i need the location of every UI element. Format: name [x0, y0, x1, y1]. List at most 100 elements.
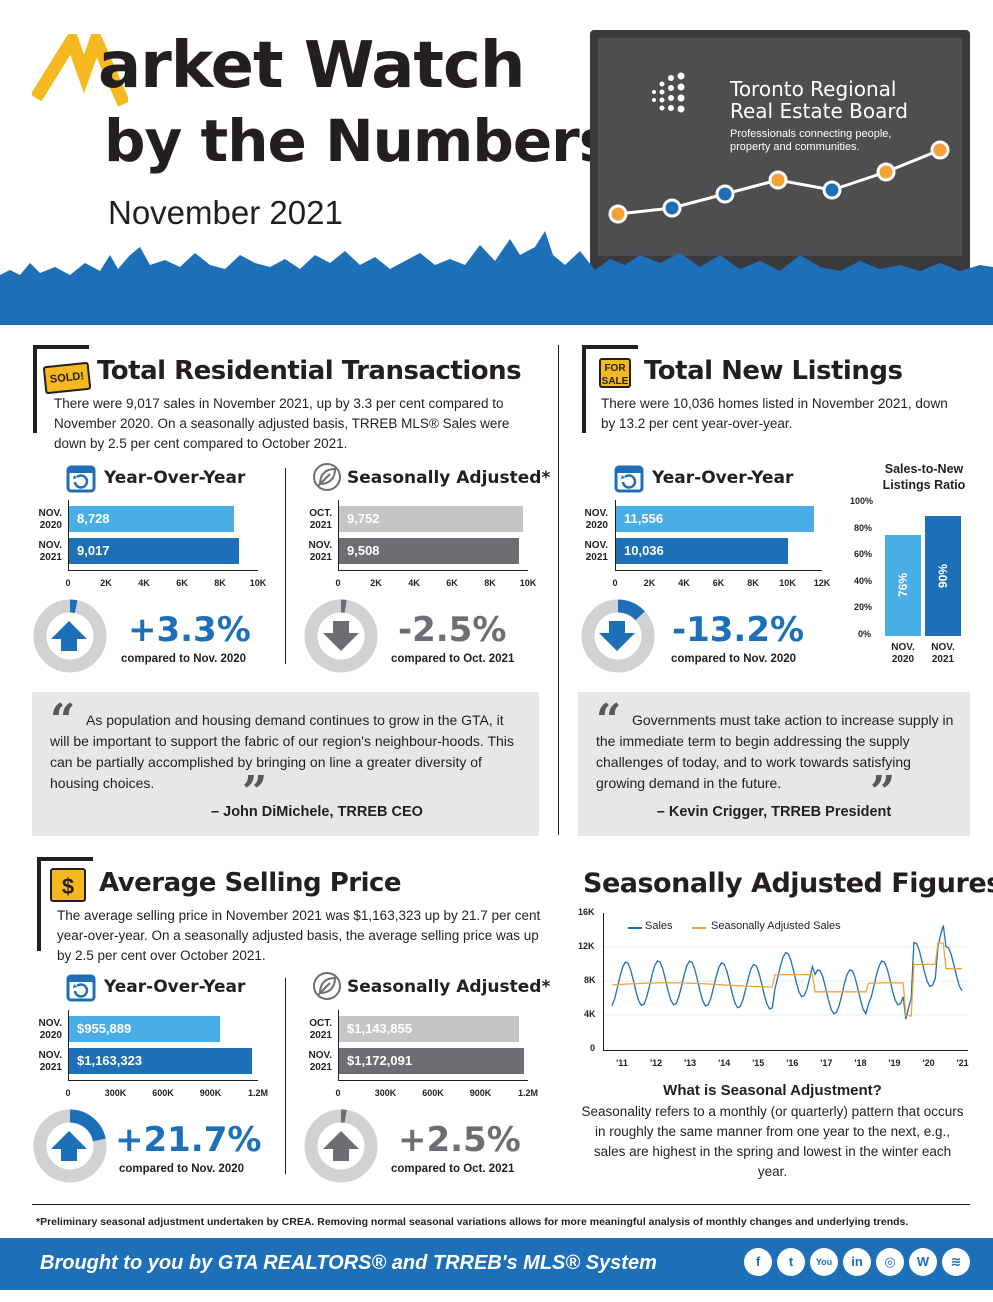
ratio-bar: 90%	[925, 516, 961, 636]
sa-sales-series-line	[611, 942, 962, 1017]
price-summary: The average selling price in November 20…	[57, 908, 541, 963]
tick-label: 12K	[813, 578, 831, 588]
bar-period-label: OCT. 2021	[309, 508, 332, 531]
wordpress-icon[interactable]: W	[909, 1248, 937, 1276]
ratio-period-label: NOV. 2021	[931, 642, 955, 665]
podcast-icon[interactable]: ≋	[942, 1248, 970, 1276]
tv-tagline: Professionals connecting people, property…	[730, 128, 892, 153]
tick-label: '21	[956, 1058, 969, 1068]
tick-label: '17	[820, 1058, 833, 1068]
transactions-sa-compare: compared to Oct. 2021	[391, 653, 515, 665]
tick-label: 600K	[152, 1088, 174, 1098]
tick-label: 0	[335, 578, 341, 588]
open-quote-icon: “	[50, 695, 76, 746]
ratio-plot: 76% 90%	[877, 501, 967, 636]
bar: $1,143,855	[339, 1016, 520, 1042]
transactions-summary: There were 9,017 sales in November 2021,…	[54, 396, 510, 451]
youtube-icon[interactable]: You	[810, 1248, 838, 1276]
donut-fill	[304, 599, 378, 673]
tick-label: 0	[612, 578, 618, 588]
legend-sales-swatch	[628, 927, 642, 929]
leaf-icon	[313, 463, 341, 491]
tick-label: '20	[922, 1058, 935, 1068]
skyline-graphic	[0, 231, 993, 325]
price-sa-compare: compared to Oct. 2021	[391, 1163, 515, 1175]
donut-fill	[304, 1109, 378, 1183]
bar: 9,017	[69, 538, 240, 564]
tick-label: '19	[888, 1058, 901, 1068]
transactions-yoy-compare: compared to Nov. 2020	[121, 653, 247, 665]
tick-label: '15	[752, 1058, 765, 1068]
listings-yoy-compare: compared to Nov. 2020	[671, 653, 797, 665]
tick-label: 8K	[747, 578, 759, 588]
tick-label: '14	[718, 1058, 731, 1068]
bar: 10,036	[616, 538, 789, 564]
bar: $1,172,091	[339, 1048, 524, 1074]
x-axis-ticks: 0 300K 600K 900K 1.2M	[335, 1088, 538, 1100]
bar-period-label: NOV. 2021	[38, 1050, 62, 1073]
arrow-down-icon	[323, 621, 359, 651]
tick-label: 0	[335, 1088, 341, 1098]
tick-label: '16	[786, 1058, 799, 1068]
dollar-sign-icon: $	[50, 868, 86, 902]
quote-text: Governments must take action to increase…	[596, 712, 954, 791]
bar-period-label: NOV. 2021	[308, 540, 332, 563]
sold-sign-icon: SOLD!	[42, 361, 92, 395]
close-quote-icon: ”	[242, 767, 268, 818]
transactions-yoy-label: Year-Over-Year	[104, 468, 246, 488]
leaf-icon	[313, 972, 341, 1000]
facebook-icon[interactable]: f	[744, 1248, 772, 1276]
footnote: *Preliminary seasonal adjustment underta…	[36, 1216, 909, 1228]
bar: 9,508	[339, 538, 519, 564]
calendar-icon	[66, 465, 96, 493]
legend-sa-swatch	[692, 927, 706, 929]
sales-series-line	[611, 925, 963, 1020]
bar: 11,556	[616, 506, 815, 532]
tick-label: 8K	[484, 578, 496, 588]
president-quote: “ Governments must take action to increa…	[578, 692, 970, 836]
bar-period-label: NOV. 2020	[38, 508, 62, 531]
x-axis-ticks: 0 2K 4K 6K 8K 10K 12K	[612, 578, 830, 590]
report-period: November 2021	[108, 194, 343, 231]
tick-label: 6K	[446, 578, 458, 588]
transactions-sa-label: Seasonally Adjusted*	[347, 468, 551, 488]
price-yoy-change: +21.7%	[115, 1120, 262, 1160]
donut-fill	[33, 599, 107, 673]
tv-trend-line	[608, 140, 950, 224]
arrow-down-icon	[599, 621, 635, 651]
ceo-quote: “ As population and housing demand conti…	[32, 692, 539, 836]
seasonal-explanation: Seasonality refers to a monthly (or quar…	[581, 1104, 964, 1179]
tick-label: 10K	[519, 578, 537, 588]
tick-label: 10K	[779, 578, 796, 588]
listings-title: Total New Listings	[644, 356, 903, 386]
price-sa-change: +2.5%	[398, 1120, 521, 1160]
twitter-icon[interactable]: t	[777, 1248, 805, 1276]
seasonal-x-ticks: '11 '12 '13 '14 '15 '16 '17 '18 '19 '20 '21	[604, 1058, 969, 1070]
close-quote-icon: ”	[870, 767, 896, 818]
transactions-yoy-change: +3.3%	[128, 610, 251, 650]
tick-label: 4K	[408, 578, 420, 588]
footer-text: Brought to you by GTA REALTORS® and TRRE…	[40, 1252, 657, 1274]
quote-text: As population and housing demand continu…	[50, 712, 514, 791]
tick-label: 0	[65, 578, 71, 588]
tick-label: 600K	[422, 1088, 444, 1098]
tick-label: 0	[65, 1088, 71, 1098]
arrow-up-icon	[323, 1131, 359, 1161]
tick-label: 2K	[643, 578, 656, 588]
price-sa-label: Seasonally Adjusted*	[347, 977, 551, 997]
ratio-title: Sales-to-New Listings Ratio	[882, 462, 966, 492]
seasonal-question: What is Seasonal Adjustment?	[663, 1082, 882, 1099]
open-quote-icon: “	[596, 695, 622, 746]
bar-period-label: NOV. 2020	[584, 508, 608, 531]
tick-label: 2K	[370, 578, 382, 588]
change-donut	[33, 1109, 107, 1183]
x-axis-ticks: 0 2K 4K 6K 8K 10K	[65, 578, 266, 590]
page-subtitle: by the Numbers	[104, 107, 613, 175]
price-yoy-compare: compared to Nov. 2020	[119, 1163, 245, 1175]
bar-period-label: NOV. 2021	[584, 540, 608, 563]
legend-sales-label: Sales	[645, 920, 673, 932]
linkedin-icon[interactable]: in	[843, 1248, 871, 1276]
change-donut	[581, 599, 655, 673]
instagram-icon[interactable]: ◎	[876, 1248, 904, 1276]
bar-period-label: NOV. 2021	[308, 1050, 332, 1073]
